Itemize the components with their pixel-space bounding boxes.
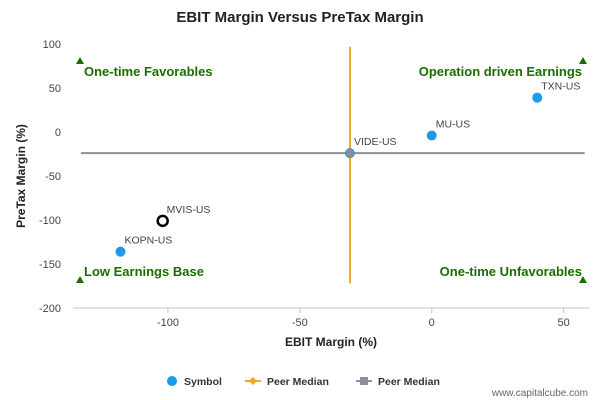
legend-label-peer-median-2: Peer Median: [378, 376, 440, 388]
point-mvis-us[interactable]: MVIS-US: [156, 204, 211, 228]
y-tick-label: 0: [55, 127, 61, 139]
quadrant-label-bottom-left: Low Earnings Base: [84, 264, 204, 279]
legend-swatch-square-gray: [360, 377, 368, 385]
corner-arrow-bottom-right: [579, 276, 587, 283]
legend-item-symbol[interactable]: Symbol: [167, 376, 222, 388]
legend-label-symbol: Symbol: [184, 376, 222, 388]
data-points: TXN-US MU-US VIDE-US MVIS-US KOPN-US: [115, 81, 580, 257]
corner-arrow-top-left: [76, 57, 84, 64]
chart-title: EBIT Margin Versus PreTax Margin: [176, 9, 423, 26]
point-marker: [115, 246, 126, 257]
legend-item-peer-median-pretax[interactable]: Peer Median: [356, 376, 440, 388]
quadrant-label-bottom-right: One-time Unfavorables: [440, 264, 582, 279]
legend-item-peer-median-ebit[interactable]: Peer Median: [245, 376, 329, 388]
legend: Symbol Peer Median Peer Median: [167, 376, 440, 388]
legend-label-peer-median-1: Peer Median: [267, 376, 329, 388]
x-axis-ticks: -100 -50 0 50: [157, 308, 570, 329]
plot-area: [73, 44, 590, 308]
point-marker: [426, 130, 437, 141]
point-label: MU-US: [436, 119, 470, 131]
corner-arrow-bottom-left: [76, 276, 84, 283]
y-tick-label: -100: [39, 215, 61, 227]
point-label: VIDE-US: [354, 136, 397, 148]
x-tick-label: 0: [429, 317, 435, 329]
y-tick-label: -50: [45, 171, 61, 183]
point-kopn-us[interactable]: KOPN-US: [115, 235, 172, 257]
point-marker: [532, 92, 543, 103]
point-label: MVIS-US: [167, 204, 211, 216]
credit-text: www.capitalcube.com: [491, 388, 588, 399]
point-label: TXN-US: [541, 81, 580, 93]
corner-arrow-top-right: [579, 57, 587, 64]
y-tick-label: -150: [39, 259, 61, 271]
y-axis-ticks: 100 50 0 -50 -100 -150 -200: [39, 39, 61, 315]
x-tick-label: -50: [292, 317, 308, 329]
peer-median-square: [346, 149, 354, 157]
quadrant-label-top-left: One-time Favorables: [84, 64, 213, 79]
legend-swatch-symbol: [167, 376, 177, 386]
legend-swatch-diamond-orange: [249, 377, 257, 385]
y-tick-label: 50: [49, 83, 61, 95]
x-tick-label: -100: [157, 317, 179, 329]
x-tick-label: 50: [557, 317, 569, 329]
point-mu-us[interactable]: MU-US: [426, 119, 470, 141]
y-tick-label: -200: [39, 303, 61, 315]
point-txn-us[interactable]: TXN-US: [532, 81, 580, 103]
point-marker: [156, 214, 169, 228]
quadrant-label-top-right: Operation driven Earnings: [419, 64, 582, 79]
point-label: KOPN-US: [124, 235, 172, 247]
y-axis-title: PreTax Margin (%): [14, 124, 28, 228]
peer-median-marker: [346, 149, 354, 157]
x-axis-title: EBIT Margin (%): [285, 335, 377, 349]
y-tick-label: 100: [43, 39, 61, 51]
